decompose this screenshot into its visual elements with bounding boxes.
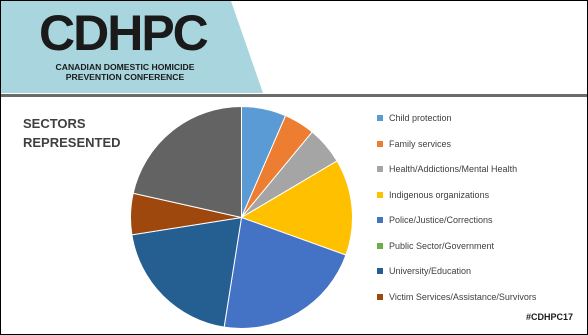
legend-item-police-justice-corrections: Police/Justice/Corrections bbox=[377, 213, 493, 227]
chart-title: SECTORS REPRESENTED bbox=[23, 116, 121, 150]
legend-item-public-sector-government: Public Sector/Government bbox=[377, 239, 494, 253]
conference-hashtag: #CDHPC17 bbox=[525, 312, 573, 322]
legend-label: Police/Justice/Corrections bbox=[389, 215, 493, 225]
legend-label: Child protection bbox=[389, 113, 452, 123]
logo-subtitle: CANADIAN DOMESTIC HOMICIDE PREVENTION CO… bbox=[31, 62, 219, 82]
sectors-pie-chart bbox=[130, 105, 353, 329]
legend-swatch bbox=[377, 140, 383, 147]
legend-label: Public Sector/Government bbox=[389, 240, 495, 251]
pie-slice-indigenous-organizations bbox=[240, 160, 353, 256]
logo-subtitle-line-2: PREVENTION CONFERENCE bbox=[65, 72, 185, 82]
legend-swatch bbox=[377, 217, 383, 223]
legend-item-child-protection: Child protection bbox=[377, 111, 452, 125]
legend-item-victim-services-assistance-survivors: Victim Services/Assistance/Survivors bbox=[377, 290, 536, 304]
legend-label: Family services bbox=[389, 138, 452, 149]
pie-slice-university-education bbox=[131, 216, 243, 328]
logo-subtitle-line-1: CANADIAN DOMESTIC HOMICIDE bbox=[55, 62, 195, 72]
legend-label: University/Education bbox=[389, 266, 472, 276]
legend-swatch bbox=[377, 191, 383, 198]
legend-swatch bbox=[377, 115, 383, 121]
legend-swatch bbox=[377, 268, 383, 274]
pie-slice-police-justice-corrections bbox=[223, 216, 347, 329]
legend-swatch bbox=[377, 166, 383, 172]
logo-wordmark: CDHPC bbox=[39, 5, 209, 61]
header-divider bbox=[1, 94, 587, 97]
legend-swatch bbox=[377, 293, 383, 300]
legend-item-family-services: Family services bbox=[377, 137, 451, 151]
legend-item-university-education: University/Education bbox=[377, 264, 471, 278]
legend-label: Indigenous organizations bbox=[389, 189, 490, 200]
legend-label: Health/Addictions/Mental Health bbox=[389, 164, 518, 174]
pie-slice-other bbox=[132, 105, 242, 219]
legend-label: Victim Services/Assistance/Survivors bbox=[389, 291, 537, 302]
legend-item-indigenous-organizations: Indigenous organizations bbox=[377, 188, 489, 202]
legend-item-health-addictions-mental-health: Health/Addictions/Mental Health bbox=[377, 162, 517, 176]
legend-swatch bbox=[377, 242, 383, 249]
logo-accent-shape bbox=[1, 1, 263, 93]
slide-header: CDHPC CANADIAN DOMESTIC HOMICIDE PREVENT… bbox=[1, 1, 587, 97]
